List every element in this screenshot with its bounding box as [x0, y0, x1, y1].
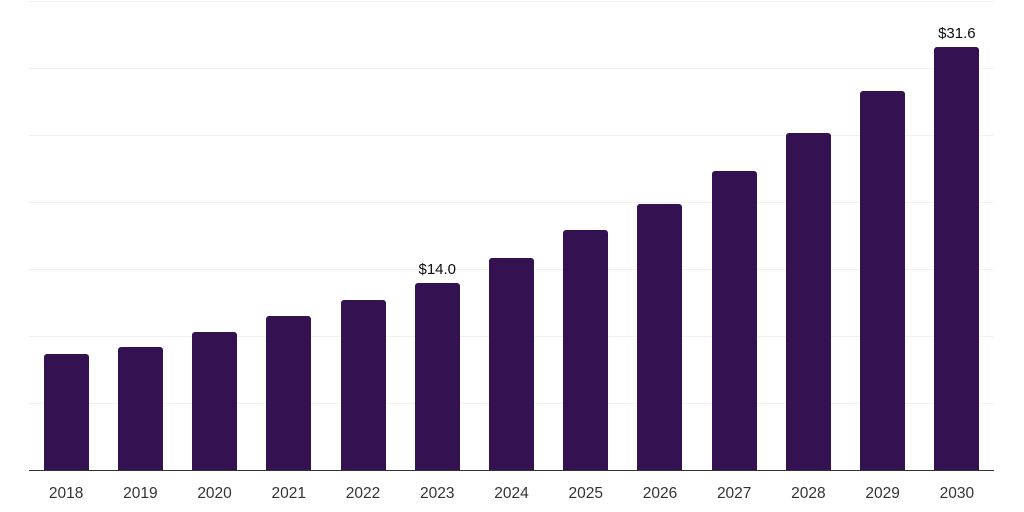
x-tick-label-2030: 2030 — [939, 485, 975, 502]
bar-2018 — [43, 353, 89, 470]
bar-2022 — [340, 299, 386, 470]
x-tick-label-2029: 2029 — [865, 485, 900, 502]
x-axis-line — [29, 469, 994, 471]
x-tick-label-2021: 2021 — [271, 485, 307, 502]
x-tick-label-2026: 2026 — [642, 485, 678, 502]
bar-2019 — [117, 346, 163, 470]
bar-value-label-2023: $14.0 — [418, 260, 457, 278]
x-tick-label-2027: 2027 — [716, 485, 752, 502]
gridline — [29, 1, 994, 3]
bar-2021 — [266, 316, 312, 470]
x-tick-label-2028: 2028 — [791, 485, 826, 502]
gridline — [29, 202, 994, 204]
x-tick-label-2023: 2023 — [420, 485, 455, 502]
x-tick-label-2020: 2020 — [197, 485, 232, 502]
x-tick-label-2022: 2022 — [345, 485, 381, 502]
gridline — [29, 68, 994, 70]
bar-2030 — [934, 46, 980, 470]
bar-value-label-2030: $31.6 — [938, 24, 976, 42]
bar-2027 — [711, 171, 757, 470]
bar-2020 — [192, 332, 238, 470]
x-tick-label-2019: 2019 — [123, 485, 158, 502]
x-tick-label-2025: 2025 — [568, 485, 603, 502]
x-tick-label-2024: 2024 — [494, 485, 529, 502]
gridline — [29, 135, 994, 137]
bar-2025 — [563, 230, 609, 470]
bar-2023 — [414, 282, 460, 470]
bar-2024 — [489, 258, 534, 470]
bar-2026 — [637, 203, 683, 470]
x-tick-label-2018: 2018 — [48, 485, 84, 502]
bar-2029 — [860, 91, 906, 470]
bar-2028 — [785, 132, 831, 470]
